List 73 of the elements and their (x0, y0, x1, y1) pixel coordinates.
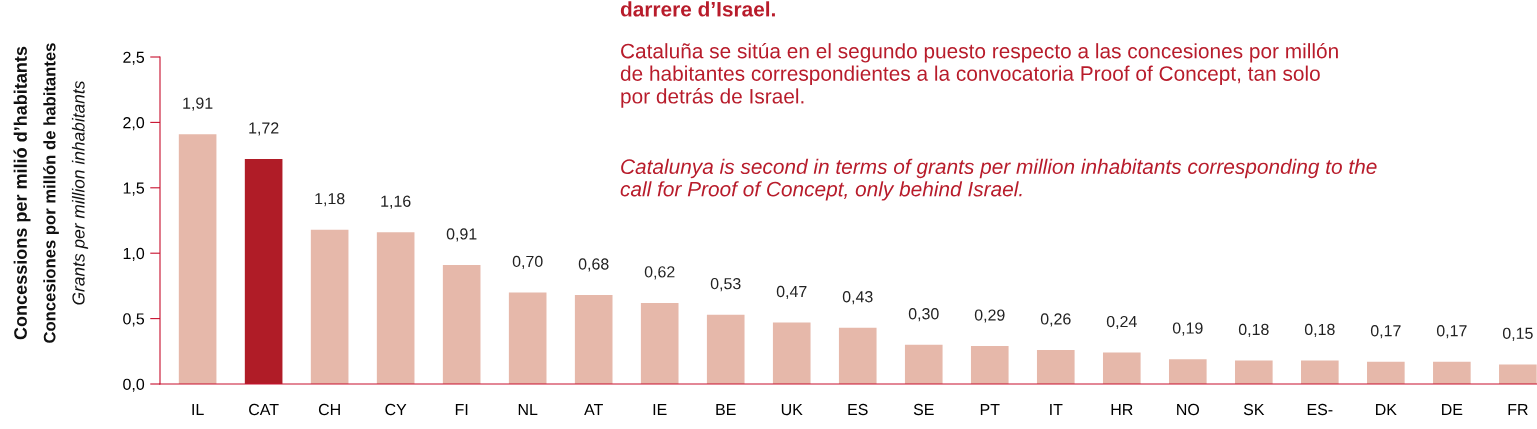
data-label: 1,16 (381, 195, 411, 209)
y-tick-label: 2,0 (123, 117, 145, 131)
data-label: 0,68 (578, 258, 609, 272)
text: darrere d’Israel. (620, 1, 775, 17)
bar (442, 264, 481, 384)
x-tick-label: IL (192, 404, 204, 416)
data-label: 0,29 (974, 309, 1005, 323)
y-tick-label: 1,5 (123, 182, 145, 196)
y-tick-label: 1,0 (123, 247, 145, 262)
data-label: 0,53 (710, 277, 741, 292)
y-tick-label: 0,5 (123, 313, 145, 327)
x-tick-label: CY (385, 403, 407, 416)
data-label: 0,17 (1436, 325, 1467, 339)
x-tick-label: IT (1050, 404, 1063, 416)
bar (904, 344, 943, 384)
data-label: 0,15 (1502, 327, 1533, 341)
bar (1433, 361, 1471, 384)
x-tick-label: NO (1177, 403, 1200, 416)
bar (772, 322, 811, 384)
bar (310, 229, 349, 384)
data-label: 1,72 (249, 122, 279, 136)
y-tick-label: 0,0 (123, 378, 145, 392)
x-tick-label: SK (1243, 403, 1265, 416)
bar (1168, 359, 1207, 384)
data-label: 0,47 (776, 285, 807, 300)
bar (1499, 364, 1537, 384)
data-label: 0,43 (842, 291, 873, 305)
x-tick-label: CH (318, 403, 340, 416)
x-tick-label: IE (653, 404, 667, 416)
data-label: 0,18 (1304, 323, 1335, 337)
x-tick-label: HR (1111, 404, 1133, 416)
bar (574, 295, 613, 384)
x-tick-label: ES (848, 403, 868, 416)
data-label: 0,30 (908, 308, 939, 322)
bar (1102, 352, 1141, 384)
x-tick-label: ES- (1307, 403, 1333, 416)
x-tick-label: AT (584, 404, 603, 416)
x-tick-label: FR (1508, 404, 1528, 416)
data-label: 1,18 (315, 192, 345, 207)
x-tick-label: DK (1376, 404, 1397, 416)
data-label: 0,62 (644, 266, 675, 280)
bar (244, 159, 283, 384)
bar (1036, 349, 1075, 384)
data-label: 1,91 (183, 97, 213, 111)
bar (706, 314, 745, 384)
data-label: 0,24 (1106, 315, 1137, 330)
x-tick-label: SE (913, 403, 934, 416)
bar (1235, 360, 1273, 384)
bar (376, 232, 415, 384)
data-label: 0,19 (1172, 322, 1203, 336)
x-tick-label: CAT (249, 403, 279, 416)
x-tick-label: FI (455, 404, 468, 416)
x-tick-label: UK (781, 404, 803, 416)
data-label: 0,17 (1370, 325, 1401, 339)
bar (640, 302, 679, 384)
x-tick-label: NL (518, 404, 538, 416)
y-tick-label: 2,5 (123, 51, 145, 65)
y-axis-title: Concessions per milió d’habitants Concesiones por millón de habitantes Grants per million inhabitants (13, 43, 89, 343)
bar (1301, 360, 1339, 384)
data-label: 0,26 (1040, 313, 1071, 327)
bar (508, 292, 547, 384)
bar (970, 346, 1009, 384)
annotation: Cataluña se sitúa en el segundo puesto respecto a las concesiones por millón de habitantes correspondientes a la convocatoria Proof of Concept, tan solo por detrás de Israel. (620, 42, 1338, 108)
x-tick-label: BE (716, 404, 736, 416)
data-label: 0,18 (1238, 323, 1269, 337)
bar (178, 134, 217, 384)
data-label: 0,70 (512, 255, 543, 269)
x-tick-label: DE (1442, 404, 1463, 416)
x-tick-label: PT (980, 404, 1000, 416)
bar (838, 327, 877, 384)
bar (1367, 361, 1405, 384)
annotation: Catalunya is second in terms of grants per million inhabitants corresponding to the call for Proof of Concept, only behind Israel. (620, 158, 1377, 201)
data-label: 0,91 (446, 228, 477, 242)
